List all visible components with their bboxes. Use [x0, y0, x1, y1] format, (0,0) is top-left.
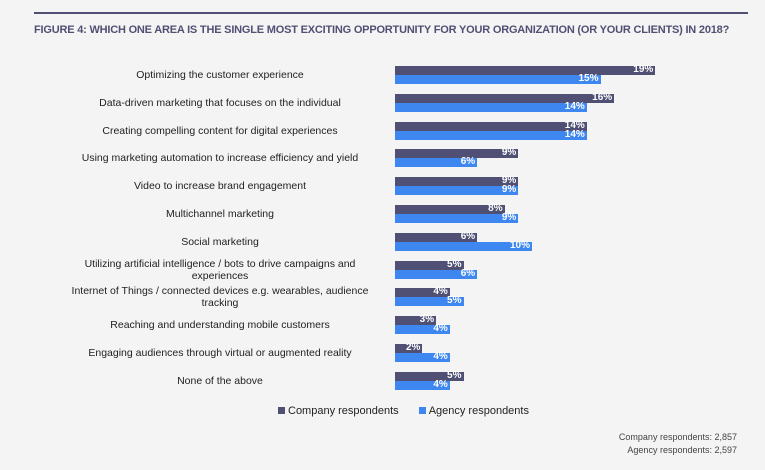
- category-label: Multichannel marketing: [166, 208, 274, 220]
- data-label: 16%: [592, 91, 613, 103]
- data-label: 9%: [501, 184, 517, 196]
- legend: Company respondents Agency respondents: [278, 405, 529, 417]
- bar-agency: 5%: [395, 295, 464, 307]
- legend-label-company: Company respondents: [288, 405, 399, 417]
- title-rule: [34, 12, 748, 14]
- bar-company: 16%: [395, 91, 615, 103]
- legend-item-agency: Agency respondents: [418, 405, 529, 417]
- bar-company: 4%: [395, 286, 450, 298]
- bar-company: 2%: [395, 342, 423, 353]
- bar-company: 9%: [395, 175, 519, 187]
- legend-swatch-agency: [418, 407, 426, 414]
- legend-label-agency: Agency respondents: [428, 405, 529, 417]
- category-label: Internet of Things / connected devices e…: [71, 285, 369, 310]
- bar-agency: 15%: [395, 73, 601, 84]
- bar-agency: 14%: [395, 100, 587, 112]
- note-company-count: Company respondents: 2,857: [618, 432, 737, 442]
- category-label: Using marketing automation to increase e…: [81, 152, 359, 165]
- bar-agency: 10%: [395, 239, 532, 251]
- category-label: Optimizing the customer experience: [136, 69, 304, 81]
- data-label: 9%: [501, 147, 517, 159]
- data-label: 9%: [501, 212, 517, 223]
- data-label: 4%: [433, 351, 448, 362]
- note-agency-count: Agency respondents: 2,597: [627, 445, 737, 455]
- data-label: 14%: [564, 128, 585, 140]
- bar-company: 19%: [395, 64, 656, 75]
- data-label: 5%: [447, 295, 462, 307]
- bar-company: 6%: [395, 230, 478, 242]
- data-label: 5%: [447, 258, 462, 270]
- category-label: Video to increase brand engagement: [133, 180, 306, 193]
- data-label: 4%: [433, 323, 448, 335]
- bar-company: 5%: [395, 369, 464, 381]
- bar-company: 14%: [395, 119, 587, 131]
- bar-agency: 9%: [395, 212, 519, 223]
- category-label: None of the above: [177, 374, 263, 387]
- category-label: Creating compelling content for digital …: [102, 124, 338, 137]
- bar-agency: 9%: [395, 184, 519, 196]
- category-label: Reaching and understanding mobile custom…: [110, 319, 330, 332]
- bar-company: 8%: [395, 203, 505, 214]
- bar-agency: 14%: [395, 128, 587, 140]
- data-label: 15%: [578, 73, 599, 84]
- data-label: 10%: [509, 239, 530, 251]
- category-label: Data-driven marketing that focuses on th…: [99, 96, 341, 109]
- data-label: 2%: [405, 342, 421, 353]
- category-label: Engaging audiences through virtual or au…: [88, 347, 352, 359]
- bar-agency: 6%: [395, 156, 478, 168]
- category-label: Utilizing artificial intelligence / bots…: [84, 257, 356, 282]
- bar-agency: 4%: [395, 323, 450, 335]
- bar-agency: 4%: [395, 351, 450, 362]
- data-label: 4%: [433, 378, 448, 390]
- data-label: 6%: [460, 267, 476, 279]
- data-label: 5%: [447, 369, 462, 381]
- bar-company: 9%: [395, 147, 519, 159]
- data-label: 6%: [460, 156, 476, 168]
- category-label: Social marketing: [181, 235, 259, 248]
- bar-company: 5%: [395, 258, 464, 270]
- legend-item-company: Company respondents: [278, 405, 399, 417]
- data-label: 4%: [433, 286, 448, 298]
- data-label: 14%: [564, 119, 585, 131]
- data-label: 9%: [501, 175, 517, 187]
- data-label: 8%: [488, 203, 503, 214]
- bar-company: 3%: [395, 314, 437, 326]
- data-label: 14%: [564, 100, 585, 112]
- bar-agency: 4%: [395, 378, 450, 390]
- chart-title: FIGURE 4: WHICH ONE AREA IS THE SINGLE M…: [34, 24, 730, 36]
- data-label: 6%: [460, 230, 476, 242]
- legend-swatch-company: [278, 407, 285, 414]
- bar-agency: 6%: [395, 267, 478, 279]
- data-label: 3%: [419, 314, 435, 326]
- data-label: 19%: [633, 64, 654, 75]
